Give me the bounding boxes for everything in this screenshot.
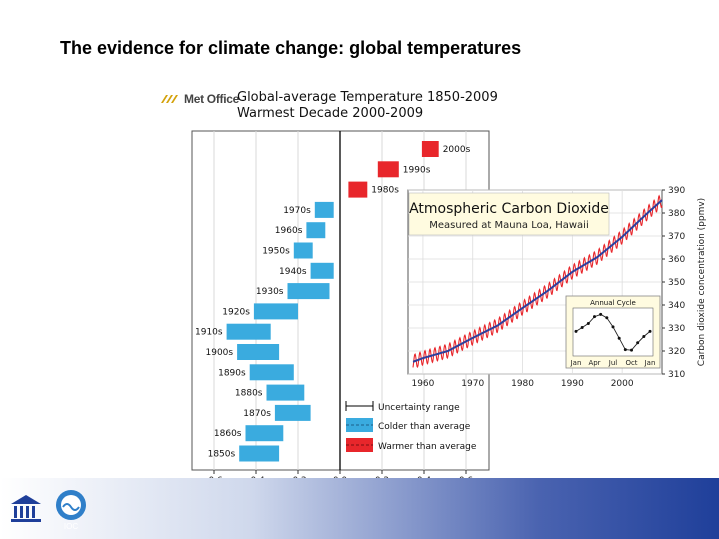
inset-point bbox=[617, 336, 621, 340]
met-office-mark-icon bbox=[161, 95, 178, 103]
co2-chart: 1960 1970 1980 1990 2000 310 320 330 340 350 360 37… bbox=[407, 186, 707, 389]
co2-chart-title: Atmospheric Carbon Dioxide bbox=[409, 201, 609, 217]
co2-chart-subtitle: Measured at Mauna Loa, Hawaii bbox=[429, 220, 589, 231]
inset-point bbox=[580, 325, 584, 329]
decade-label: 1900s bbox=[206, 348, 234, 358]
legend-range-label: Uncertainty range bbox=[378, 403, 460, 413]
decade-label: 1960s bbox=[275, 226, 303, 236]
met-office-logo: Met Office bbox=[160, 92, 239, 106]
co2-x-tick-label: 2000 bbox=[611, 379, 634, 389]
inset-point bbox=[586, 321, 590, 325]
inset-x-tick-label: Apr bbox=[588, 359, 600, 367]
decade-bar bbox=[377, 161, 399, 178]
met-office-logo-text: Met Office bbox=[184, 92, 240, 106]
inset-x-tick-label: Oct bbox=[625, 359, 637, 367]
inset-point bbox=[623, 348, 627, 352]
legend-warm-swatch bbox=[346, 438, 373, 452]
co2-x-tick-label: 1990 bbox=[561, 379, 584, 389]
inset-point bbox=[630, 348, 633, 352]
inset-point bbox=[611, 325, 615, 329]
decade-label: 1860s bbox=[214, 429, 242, 439]
inset-x-tick-label: Jan bbox=[644, 359, 656, 367]
co2-x-tick-label: 1980 bbox=[511, 379, 534, 389]
decade-label: 1930s bbox=[256, 287, 284, 297]
decade-bar bbox=[293, 242, 313, 259]
slide-title: The evidence for climate change: global … bbox=[60, 38, 522, 58]
decade-label: 1870s bbox=[243, 409, 271, 419]
co2-trend-series bbox=[412, 199, 663, 363]
co2-y-tick-label: 350 bbox=[668, 278, 685, 288]
legend-cold-swatch bbox=[346, 418, 373, 432]
decade-bar bbox=[314, 201, 334, 218]
temp-legend: Uncertainty range Colder than average Warm… bbox=[345, 401, 477, 452]
co2-x-tick-label: 1970 bbox=[461, 379, 484, 389]
temperature-chart-title-line1: Global-average Temperature 1850-2009 bbox=[237, 90, 498, 105]
ioc-label: IOC bbox=[63, 522, 79, 531]
decade-bar bbox=[239, 445, 280, 462]
decade-bar bbox=[306, 222, 326, 239]
decade-label: 1910s bbox=[195, 328, 223, 338]
decade-bar bbox=[348, 181, 368, 198]
temperature-chart-title-line2: Warmest Decade 2000-2009 bbox=[237, 106, 424, 121]
co2-y-axis-label: Carbon dioxide concentration (ppmv) bbox=[697, 198, 707, 366]
decade-label: 1920s bbox=[222, 307, 250, 317]
co2-y-tick-label: 370 bbox=[668, 232, 685, 242]
decade-label: 1970s bbox=[283, 206, 311, 216]
decade-label: 1890s bbox=[218, 368, 246, 378]
decade-bar bbox=[266, 384, 305, 401]
co2-title-panel bbox=[408, 192, 610, 236]
decade-bar bbox=[421, 141, 439, 157]
co2-y-tick-label: 390 bbox=[668, 186, 685, 196]
inset-point bbox=[593, 315, 596, 319]
decade-bar bbox=[310, 262, 334, 279]
co2-y-tick-label: 310 bbox=[668, 370, 685, 380]
unesco-logo bbox=[8, 490, 44, 526]
decade-label: 1950s bbox=[262, 247, 290, 257]
decade-label: 1990s bbox=[403, 165, 431, 175]
inset-point bbox=[599, 312, 603, 316]
decade-bar bbox=[237, 344, 280, 360]
inset-point bbox=[648, 329, 652, 333]
inset-point bbox=[636, 341, 640, 345]
co2-y-tick-label: 340 bbox=[668, 301, 685, 311]
inset-x-tick-label: Jul bbox=[608, 359, 618, 367]
decade-bar bbox=[253, 303, 298, 320]
inset-x-tick-label: Jan bbox=[570, 359, 582, 367]
decade-label: 1980s bbox=[371, 186, 399, 196]
co2-y-tick-label: 320 bbox=[668, 347, 685, 357]
decade-label: 1850s bbox=[208, 450, 236, 460]
ioc-logo: IOC bbox=[54, 488, 88, 531]
co2-y-tick-label: 330 bbox=[668, 324, 685, 334]
decade-bar bbox=[226, 323, 271, 340]
decade-bar bbox=[287, 283, 330, 300]
decade-bar bbox=[274, 404, 311, 421]
inset-title: Annual Cycle bbox=[590, 299, 636, 307]
temperature-chart-title: Global-average Temperature 1850-2009 War… bbox=[237, 90, 498, 122]
inset-point bbox=[642, 335, 646, 339]
footer-band bbox=[0, 478, 719, 539]
legend-warm-label: Warmer than average bbox=[378, 442, 477, 452]
decade-label: 2000s bbox=[443, 145, 471, 155]
unesco-temple-icon bbox=[11, 495, 41, 522]
ioc-emblem-icon bbox=[56, 490, 86, 520]
inset-plot-frame bbox=[572, 307, 654, 357]
co2-y-tick-label: 380 bbox=[668, 209, 685, 219]
co2-y-tick-label: 360 bbox=[668, 255, 685, 265]
decade-label: 1940s bbox=[279, 267, 307, 277]
inset-point bbox=[605, 316, 609, 320]
decade-bar bbox=[245, 425, 284, 442]
decade-label: 1880s bbox=[235, 389, 263, 399]
legend-cold-label: Colder than average bbox=[378, 422, 471, 432]
inset-point bbox=[574, 329, 578, 333]
decade-bar bbox=[249, 364, 294, 381]
co2-x-tick-label: 1960 bbox=[411, 379, 434, 389]
